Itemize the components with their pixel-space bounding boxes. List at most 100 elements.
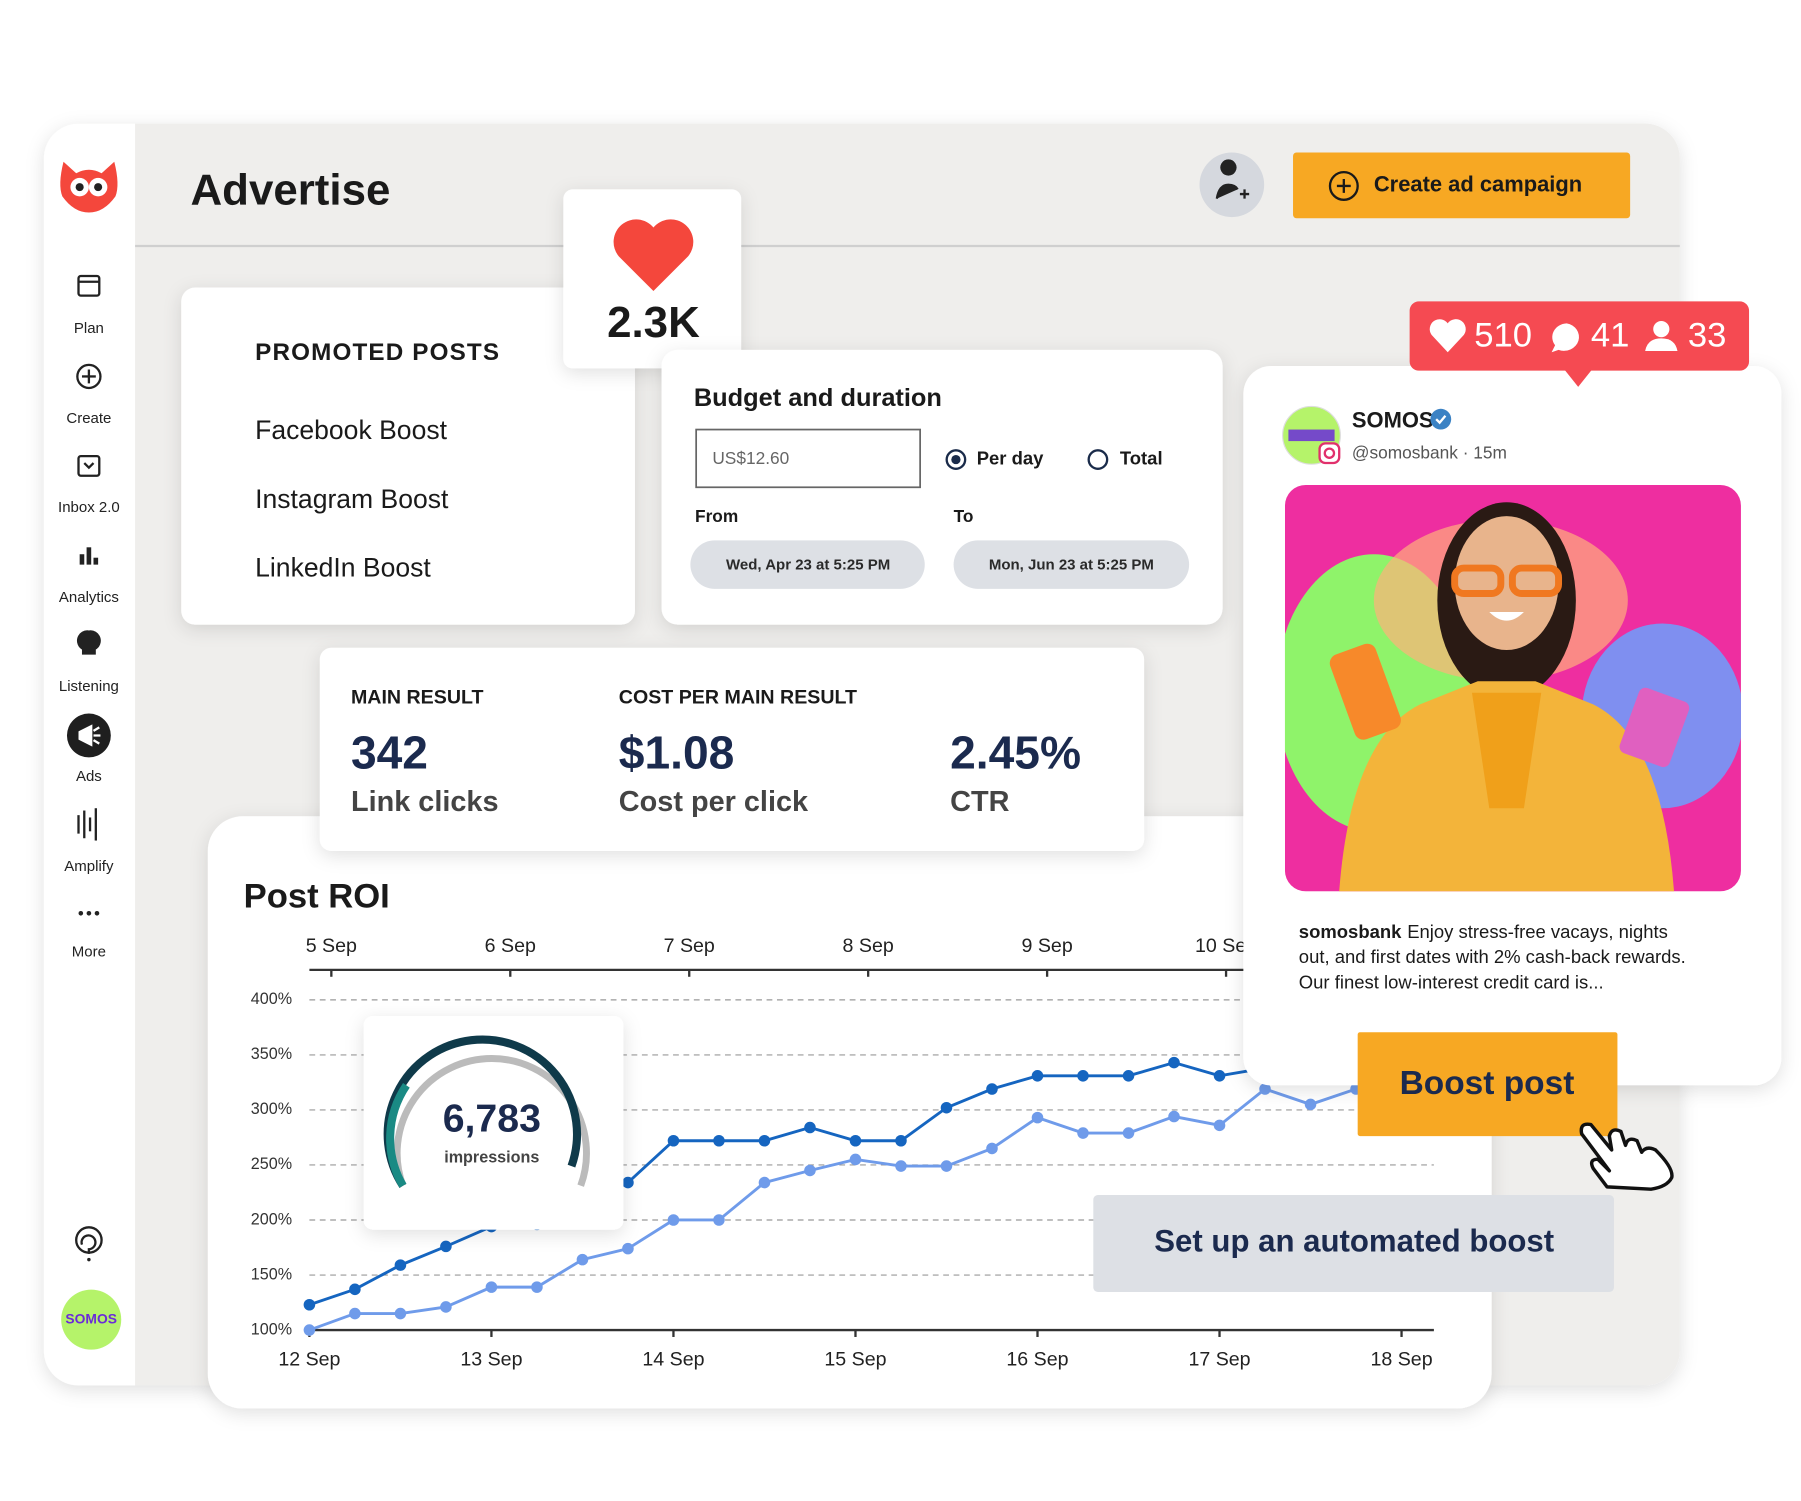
nav-label[interactable]: Create xyxy=(66,410,111,427)
create-campaign-button[interactable] xyxy=(1293,152,1631,219)
likes-value: 2.3K xyxy=(607,298,700,347)
date-pill[interactable] xyxy=(690,540,925,589)
data-point xyxy=(303,1324,316,1336)
data-point xyxy=(1213,1070,1226,1082)
y-tick-label: 150% xyxy=(251,1265,292,1283)
radio[interactable] xyxy=(945,449,967,470)
card-title: PROMOTED POSTS xyxy=(255,339,500,366)
follower-icon xyxy=(1653,321,1670,338)
caption-line: Our finest low-interest credit card is..… xyxy=(1299,972,1604,993)
data-point xyxy=(485,1281,498,1293)
promoted-item[interactable]: LinkedIn Boost xyxy=(255,552,431,582)
plus-icon xyxy=(1328,170,1359,201)
verified-check xyxy=(1435,414,1447,425)
y-tick-label: 200% xyxy=(251,1210,292,1228)
help-dot xyxy=(87,1257,91,1262)
data-point xyxy=(1031,1070,1044,1082)
post-image xyxy=(1284,484,1741,892)
data-point xyxy=(667,1214,680,1226)
gauge-track xyxy=(393,1055,590,1187)
sidebar-icons xyxy=(75,274,103,1254)
data-point xyxy=(1031,1111,1044,1124)
nav-label[interactable]: Plan xyxy=(74,320,104,337)
stat-value: 41 xyxy=(1591,316,1630,354)
heart-icon xyxy=(1429,319,1466,353)
instagram-icon xyxy=(1323,447,1336,459)
automated-boost-button[interactable] xyxy=(1093,1194,1614,1292)
data-point xyxy=(440,1301,452,1313)
data-point xyxy=(349,1307,361,1320)
card-title: Budget and duration xyxy=(694,384,942,412)
metric-value: $1.08 xyxy=(619,726,735,778)
button-label: Create ad campaign xyxy=(1374,172,1582,197)
caption-user: somosbank xyxy=(1299,921,1402,942)
metric-label: CTR xyxy=(950,786,1009,818)
data-point xyxy=(622,1242,634,1255)
x-tick-label: 17 Sep xyxy=(1188,1348,1250,1370)
data-point xyxy=(849,1134,862,1147)
y-tick-label: 300% xyxy=(251,1100,292,1118)
data-point xyxy=(986,1142,998,1155)
account-handle: @somosbank · 15m xyxy=(1352,442,1507,462)
boost-post-button[interactable] xyxy=(1357,1032,1618,1137)
comment-icon xyxy=(1551,323,1579,353)
avatar[interactable] xyxy=(61,1289,122,1350)
metric-heading: MAIN RESULT xyxy=(351,687,484,709)
add-user-plus xyxy=(1239,189,1250,199)
promoted-item[interactable]: Instagram Boost xyxy=(255,484,449,514)
radio[interactable] xyxy=(1087,449,1109,470)
nav-label[interactable]: Inbox 2.0 xyxy=(58,499,120,516)
top-tick-label: 6 Sep xyxy=(485,935,536,957)
ads-icon xyxy=(78,724,101,747)
button-label: Set up an automated boost xyxy=(1154,1224,1554,1259)
data-point xyxy=(895,1134,907,1147)
promoted-item[interactable]: Facebook Boost xyxy=(255,415,447,445)
data-point xyxy=(1122,1070,1135,1082)
date-pill[interactable] xyxy=(953,540,1190,589)
button-label: Boost post xyxy=(1400,1065,1575,1102)
x-tick-label: 16 Sep xyxy=(1006,1348,1068,1370)
more-icon xyxy=(78,910,100,916)
nav-label[interactable]: Ads xyxy=(76,768,102,785)
top-tick-label: 7 Sep xyxy=(664,935,715,957)
y-tick-label: 350% xyxy=(251,1045,292,1063)
x-tick-label: 13 Sep xyxy=(460,1348,522,1370)
stats-bubble xyxy=(1409,301,1750,371)
metric-heading: COST PER MAIN RESULT xyxy=(619,687,857,709)
data-point xyxy=(349,1283,361,1296)
metric-value: 342 xyxy=(351,726,428,778)
radio-label: Per day xyxy=(977,447,1044,468)
data-point xyxy=(895,1160,907,1172)
plus-icon xyxy=(1336,179,1351,193)
data-point xyxy=(394,1259,407,1271)
nav-label[interactable]: Amplify xyxy=(64,858,114,875)
data-point xyxy=(849,1153,862,1166)
top-tick-label: 5 Sep xyxy=(306,935,357,957)
amount-input[interactable] xyxy=(695,428,921,489)
heart-icon xyxy=(613,219,694,292)
nav-label[interactable]: Analytics xyxy=(59,589,119,606)
field-label: To xyxy=(954,506,974,526)
data-point xyxy=(1168,1110,1180,1123)
add-user-icon xyxy=(1215,159,1239,199)
x-tick-label: 12 Sep xyxy=(278,1348,340,1370)
top-tick-label: 10 Sep xyxy=(1195,935,1257,957)
account-name: SOMOS xyxy=(1352,407,1434,432)
stat-value: 510 xyxy=(1474,316,1532,354)
radio-label: Total xyxy=(1120,447,1163,468)
avatar-text: SOMOS xyxy=(65,1310,117,1326)
promoted-posts-card xyxy=(181,287,635,625)
nav-label[interactable]: More xyxy=(72,944,106,961)
data-point xyxy=(804,1121,816,1134)
nav-label[interactable]: Listening xyxy=(59,678,119,695)
data-point xyxy=(622,1176,634,1189)
date-value: Mon, Jun 23 at 5:25 PM xyxy=(989,557,1154,574)
owl-logo xyxy=(60,161,118,213)
series-line xyxy=(308,1061,1266,1307)
gauge-value: 6,783 xyxy=(443,1096,541,1140)
page-title: Advertise xyxy=(190,165,390,214)
x-tick-label: 14 Sep xyxy=(642,1348,704,1370)
radio-dot xyxy=(951,454,961,465)
